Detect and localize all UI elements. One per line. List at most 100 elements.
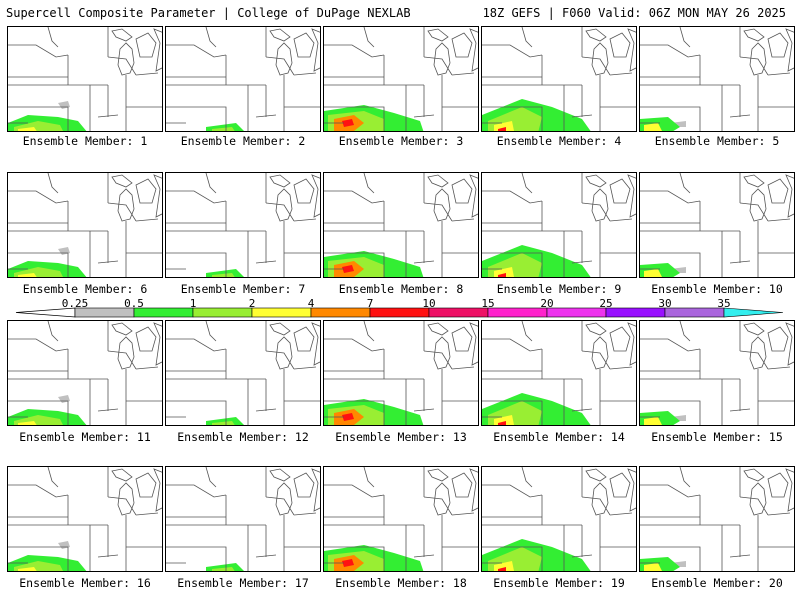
state-boundary — [413, 408, 435, 412]
map-image — [166, 27, 320, 131]
map-image — [324, 27, 478, 131]
state-boundary — [117, 482, 135, 516]
scp-contour-fill — [342, 559, 354, 567]
colorbar-tick-label: 0.25 — [61, 297, 89, 310]
state-boundary — [275, 482, 293, 516]
state-boundary — [640, 338, 701, 352]
panel-label: Ensemble Member: 11 — [19, 430, 151, 444]
colorbar — [15, 307, 784, 318]
colorbar-tick-label: 15 — [481, 297, 495, 310]
state-boundary — [205, 173, 217, 194]
state-boundary — [785, 322, 794, 366]
panel-label: Ensemble Member: 4 — [496, 134, 622, 148]
state-boundary — [111, 468, 133, 482]
state-boundary — [166, 190, 227, 204]
state-boundary — [609, 472, 631, 498]
scp-contour-fill — [498, 273, 506, 277]
map-image — [166, 467, 320, 571]
panel-label: Ensemble Member: 17 — [177, 576, 309, 590]
state-boundary — [767, 472, 789, 498]
state-boundary — [482, 546, 543, 571]
state-boundary — [117, 42, 135, 76]
state-boundary — [8, 190, 69, 204]
state-boundary — [324, 400, 385, 425]
state-boundary — [117, 336, 135, 370]
state-boundary — [640, 44, 701, 58]
state-boundary — [205, 321, 217, 342]
state-boundary — [47, 173, 59, 194]
scp-contour-fill — [212, 421, 235, 425]
state-boundary — [107, 56, 137, 76]
state-boundary — [609, 178, 631, 204]
state-boundary — [97, 260, 119, 264]
valid-time: 18Z GEFS | F060 Valid: 06Z MON MAY 26 20… — [482, 6, 786, 20]
panel-label: Ensemble Member: 15 — [651, 430, 783, 444]
state-boundary — [363, 321, 375, 342]
state-boundary — [469, 322, 478, 366]
scp-contour-fill — [494, 267, 514, 277]
scp-contour-fill — [18, 127, 37, 131]
state-boundary — [749, 482, 767, 516]
state-boundary — [591, 482, 609, 516]
state-boundary — [8, 400, 69, 425]
panel-label: Ensemble Member: 6 — [22, 282, 148, 296]
map-title: Supercell Composite Parameter | College … — [6, 6, 411, 20]
state-boundary — [427, 28, 449, 42]
map-image — [8, 321, 162, 425]
panel-label: Ensemble Member: 1 — [22, 134, 148, 148]
state-boundary — [135, 472, 157, 498]
state-boundary — [609, 72, 633, 76]
state-boundary — [767, 218, 791, 222]
state-boundary — [729, 554, 751, 558]
state-boundary — [571, 260, 593, 264]
state-boundary — [521, 467, 533, 488]
state-boundary — [627, 28, 636, 72]
ensemble-panel — [639, 26, 795, 132]
state-boundary — [111, 28, 133, 42]
state-boundary — [293, 472, 315, 498]
state-boundary — [679, 27, 691, 48]
state-boundary — [521, 173, 533, 194]
colorbar-tick-label: 35 — [717, 297, 731, 310]
state-boundary — [591, 42, 609, 76]
state-boundary — [585, 468, 607, 482]
state-boundary — [767, 32, 789, 58]
state-boundary — [107, 202, 137, 222]
colorbar-tick-label: 2 — [248, 297, 256, 310]
panel-label: Ensemble Member: 12 — [177, 430, 309, 444]
state-boundary — [153, 28, 162, 72]
panel-label: Ensemble Member: 5 — [654, 134, 780, 148]
state-boundary — [8, 546, 69, 571]
state-boundary — [451, 178, 473, 204]
state-boundary — [679, 173, 691, 194]
state-boundary — [97, 114, 119, 118]
state-boundary — [8, 44, 69, 58]
map-image — [482, 321, 636, 425]
ensemble-panel — [481, 466, 637, 572]
state-boundary — [451, 218, 475, 222]
map-image — [324, 173, 478, 277]
state-boundary — [324, 106, 385, 131]
map-image — [166, 173, 320, 277]
scp-contour-fill — [212, 127, 235, 131]
ensemble-panel — [481, 26, 637, 132]
state-boundary — [640, 484, 701, 498]
state-boundary — [293, 72, 317, 76]
state-boundary — [609, 512, 633, 516]
state-boundary — [767, 326, 789, 352]
state-boundary — [743, 174, 765, 188]
scp-contour-fill — [18, 567, 37, 571]
ensemble-panel — [165, 26, 321, 132]
state-boundary — [585, 174, 607, 188]
state-boundary — [767, 72, 791, 76]
scp-contour-fill — [342, 265, 354, 273]
panel-label: Ensemble Member: 18 — [335, 576, 467, 590]
scp-contour-fill — [212, 273, 235, 277]
state-boundary — [743, 322, 765, 336]
state-boundary — [433, 42, 451, 76]
state-boundary — [739, 350, 769, 370]
state-boundary — [640, 252, 701, 277]
state-boundary — [423, 202, 453, 222]
state-boundary — [324, 44, 385, 58]
state-boundary — [135, 512, 159, 516]
